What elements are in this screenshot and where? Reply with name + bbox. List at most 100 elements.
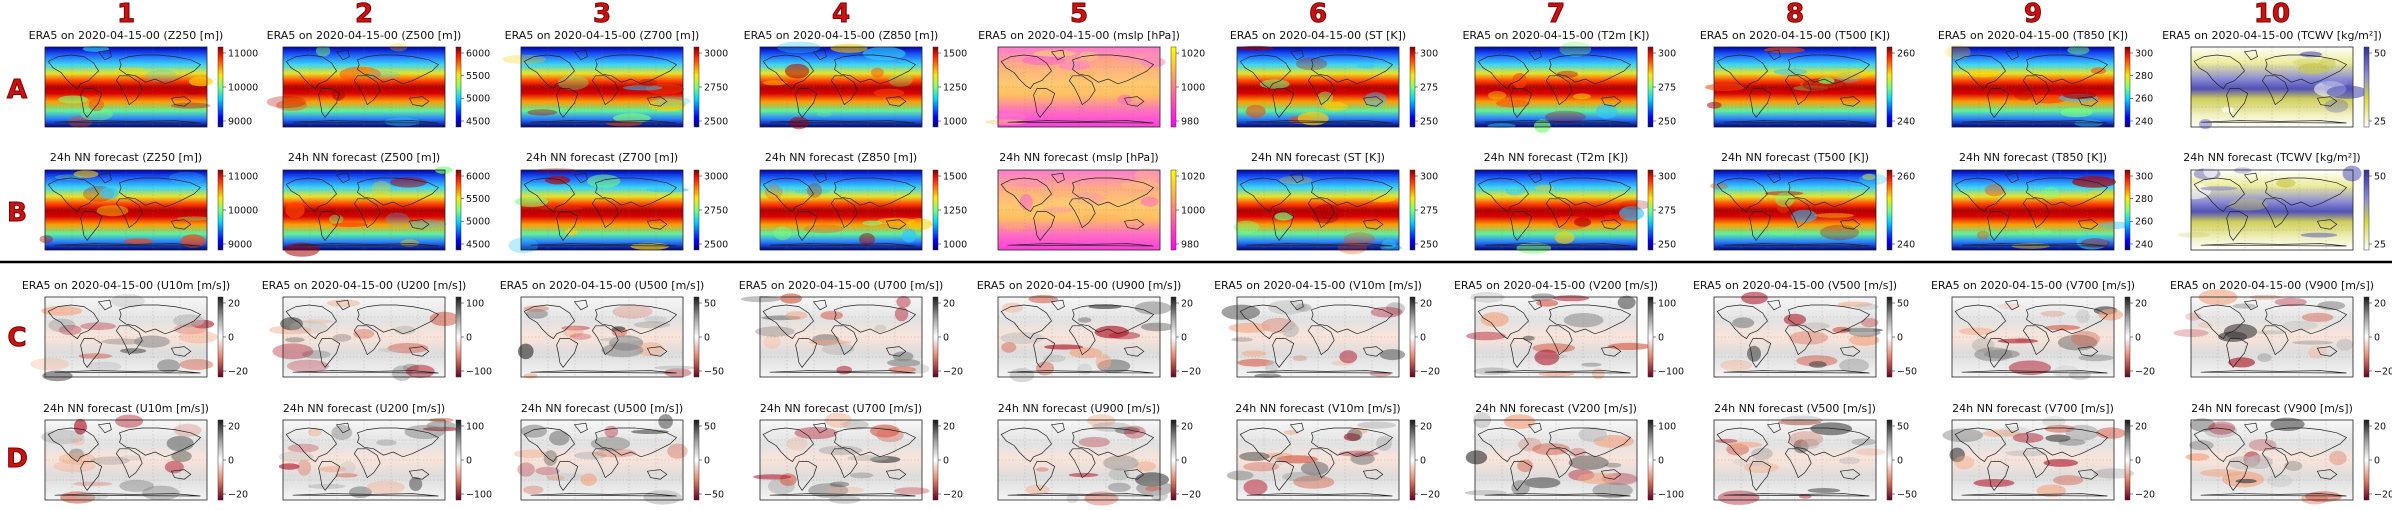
colorbar-tick-label: −20 (1181, 489, 1201, 500)
field-blob (331, 425, 353, 440)
field-blob (58, 452, 96, 465)
field-blob (2257, 353, 2272, 362)
coastline (1477, 299, 1632, 374)
field-blob (400, 239, 420, 247)
field-blob (2045, 324, 2081, 331)
field-blob (1343, 232, 1376, 247)
colorbar-tick-label: −100 (1658, 366, 1684, 377)
map-frame (44, 169, 208, 251)
field-blob (517, 462, 535, 477)
field-blob (73, 170, 99, 178)
colorbar-tick-label: 2500 (704, 116, 728, 127)
field-blob (1949, 447, 1965, 463)
field-blob (1796, 355, 1838, 367)
colorbar-tick-label: 0 (466, 455, 472, 466)
field-blob (1958, 327, 1995, 336)
field-blob (1078, 51, 1099, 61)
field-blob (794, 426, 838, 440)
colorbar-tick-label: 0 (1420, 332, 1426, 343)
field-blob (518, 343, 534, 360)
colorbar-tick-label: 11000 (228, 48, 258, 59)
colorbar-tick-label: 980 (1181, 116, 1199, 127)
field-blob (862, 46, 906, 61)
map-frame (1951, 46, 2115, 128)
field-blob (1554, 231, 1575, 244)
map-frame (1951, 419, 2115, 501)
field-blob (1019, 194, 1033, 210)
field-blob (1522, 335, 1535, 341)
panel-B3: 24h NN forecast (Z700 [m]) 3000 2750 2500 (508, 151, 728, 254)
field-blob (1572, 93, 1591, 100)
field-blob (514, 196, 549, 207)
colorbar (217, 419, 224, 501)
field-blob (68, 115, 93, 128)
field-blob (1069, 347, 1103, 359)
field-blob (611, 326, 626, 332)
field-blob (786, 437, 808, 451)
field-blob (1747, 345, 1761, 362)
field-blob (631, 429, 669, 434)
colorbar-tick-label: 275 (1420, 205, 1438, 216)
field-blob (1591, 368, 1605, 380)
field-blob (894, 306, 909, 322)
panel-A10: ERA5 on 2020-04-15-00 (TCWV [kg/m²]) 50 25 (2162, 29, 2386, 130)
field-blob (1035, 467, 1049, 472)
field-blob (1140, 322, 1174, 332)
field-blob (2036, 484, 2067, 498)
column-label-9: 9 (2024, 0, 2042, 29)
colorbar-tick-label: 240 (1897, 116, 1915, 127)
field-blob (1033, 50, 1076, 57)
field-blob (1317, 91, 1334, 104)
field-blob (1079, 214, 1121, 222)
colorbar-tick-label: 1000 (943, 239, 967, 250)
panel-title: ERA5 on 2020-04-15-00 (V500 [m/s]) (1693, 279, 1897, 292)
field-blob (123, 238, 153, 244)
colorbar-tick-label: 4500 (466, 116, 490, 127)
field-blob (545, 472, 583, 482)
field-blob (2098, 308, 2123, 321)
field-blob (1861, 318, 1879, 328)
field-blob (849, 472, 874, 479)
field-blob (384, 117, 420, 127)
field-blob (1710, 182, 1729, 190)
field-blob (1151, 489, 1168, 502)
field-blob (1839, 358, 1870, 373)
field-blob (1087, 414, 1116, 427)
field-blob (86, 361, 122, 372)
field-blob (2041, 186, 2060, 200)
coastline (1477, 172, 1632, 247)
field-blob (1035, 361, 1055, 376)
map-frame (997, 169, 1161, 251)
field-blob (1534, 349, 1560, 366)
panel-D3: 24h NN forecast (U500 [m/s]) 50 0 −50 (513, 402, 724, 505)
field-blob (1134, 461, 1156, 472)
field-blob (664, 368, 692, 378)
field-blob (142, 485, 180, 501)
field-blob (266, 95, 307, 109)
colorbar-tick-label: 20 (943, 298, 955, 309)
panel-C6: ERA5 on 2020-04-15-00 (V10m [m/s]) 20 0 −20 (1214, 279, 1440, 378)
field-blob (1140, 56, 1166, 68)
column-label-4: 4 (832, 0, 850, 29)
field-blob (763, 335, 781, 349)
field-blob (2044, 424, 2076, 433)
coastline (285, 172, 440, 247)
field-blob (133, 335, 170, 348)
field-blob (1134, 301, 1172, 315)
panel-title: ERA5 on 2020-04-15-00 (U900 [m/s]) (977, 279, 1182, 292)
field-blob (1095, 354, 1112, 370)
row-label-B: B (7, 198, 27, 228)
field-blob (1617, 295, 1636, 310)
field-blob (1091, 54, 1122, 65)
field-blob (2189, 440, 2214, 451)
field-blob (1751, 447, 1773, 460)
field-blob (873, 88, 905, 97)
field-blob (601, 343, 644, 358)
field-blob (1058, 61, 1090, 71)
panel-title: 24h NN forecast (mslp [hPa]) (999, 151, 1158, 164)
map-frame (282, 296, 446, 378)
coastline (523, 299, 678, 374)
map-frame (1474, 419, 1638, 501)
field-blob (120, 348, 147, 354)
field-blob (755, 326, 795, 337)
